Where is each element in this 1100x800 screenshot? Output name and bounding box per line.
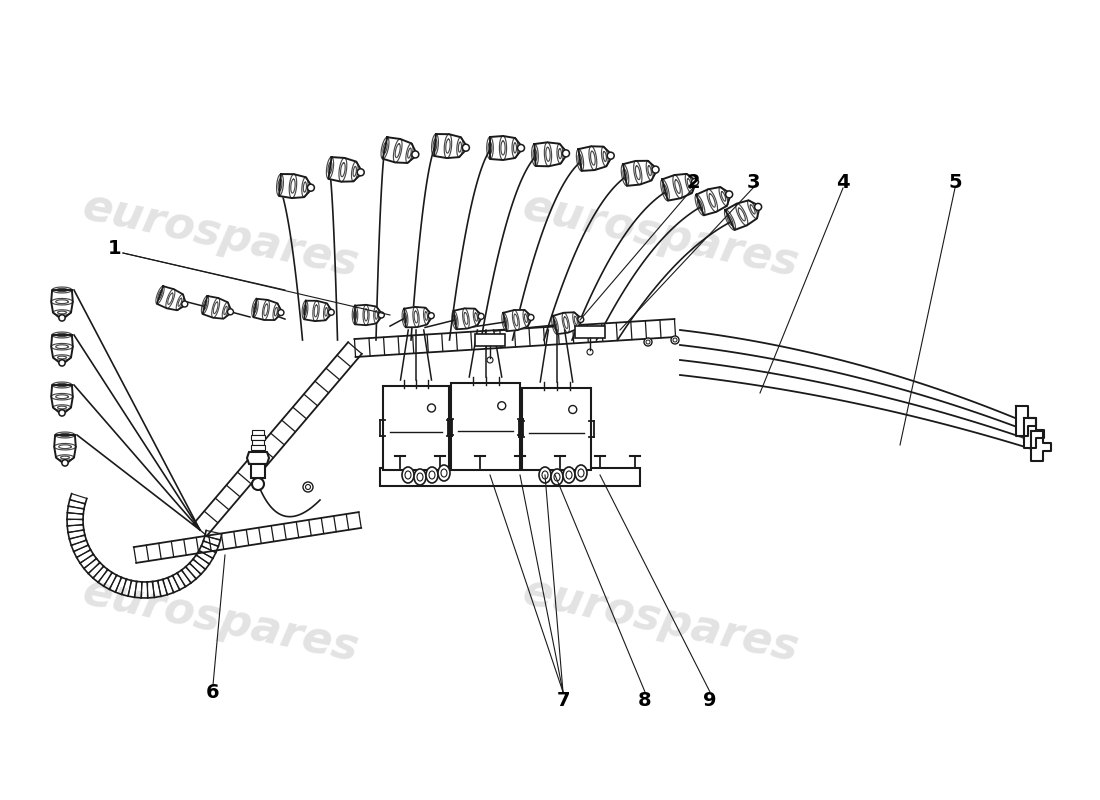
Circle shape	[228, 309, 233, 314]
Circle shape	[578, 317, 584, 322]
Text: 5: 5	[948, 174, 961, 193]
Circle shape	[517, 145, 525, 151]
Ellipse shape	[575, 465, 587, 481]
Polygon shape	[490, 136, 522, 160]
Polygon shape	[52, 385, 73, 414]
FancyBboxPatch shape	[379, 468, 640, 486]
Circle shape	[692, 178, 698, 186]
Text: 6: 6	[206, 683, 220, 702]
Circle shape	[278, 310, 284, 315]
Polygon shape	[725, 200, 760, 230]
Circle shape	[607, 152, 614, 159]
Polygon shape	[623, 161, 658, 186]
Circle shape	[59, 360, 65, 366]
Text: 1: 1	[108, 238, 122, 258]
Text: eurospares: eurospares	[78, 570, 362, 670]
Polygon shape	[1031, 431, 1050, 461]
Polygon shape	[202, 296, 232, 318]
Circle shape	[328, 310, 334, 315]
Polygon shape	[355, 305, 383, 325]
Polygon shape	[52, 335, 73, 365]
Circle shape	[671, 336, 679, 344]
Ellipse shape	[551, 469, 563, 485]
Circle shape	[462, 144, 470, 151]
Polygon shape	[504, 310, 532, 331]
Polygon shape	[253, 298, 283, 320]
Polygon shape	[329, 157, 363, 182]
Ellipse shape	[563, 467, 575, 483]
Circle shape	[726, 191, 733, 198]
Polygon shape	[453, 308, 483, 330]
Circle shape	[411, 151, 419, 158]
Circle shape	[652, 166, 659, 173]
Text: 2: 2	[686, 174, 700, 193]
Polygon shape	[279, 174, 312, 198]
Ellipse shape	[426, 467, 438, 483]
Polygon shape	[662, 174, 697, 201]
Text: 3: 3	[746, 174, 760, 193]
Circle shape	[644, 338, 652, 346]
Polygon shape	[1024, 418, 1044, 448]
Text: 9: 9	[703, 690, 717, 710]
Polygon shape	[434, 134, 468, 158]
FancyBboxPatch shape	[252, 440, 264, 445]
Polygon shape	[54, 435, 76, 465]
FancyBboxPatch shape	[251, 445, 265, 450]
Circle shape	[182, 301, 188, 307]
Text: eurospares: eurospares	[518, 570, 802, 670]
Polygon shape	[248, 452, 270, 464]
Circle shape	[478, 314, 484, 319]
Polygon shape	[535, 142, 568, 166]
Circle shape	[59, 410, 65, 416]
Circle shape	[252, 478, 264, 490]
Polygon shape	[579, 146, 613, 171]
Text: 7: 7	[557, 690, 570, 710]
Polygon shape	[157, 286, 186, 310]
Circle shape	[307, 184, 315, 191]
FancyBboxPatch shape	[251, 464, 265, 478]
FancyBboxPatch shape	[475, 334, 505, 346]
Polygon shape	[696, 187, 732, 215]
Circle shape	[62, 460, 68, 466]
Text: 8: 8	[638, 690, 652, 710]
Polygon shape	[52, 290, 73, 320]
Polygon shape	[404, 307, 433, 327]
Circle shape	[562, 150, 570, 157]
FancyBboxPatch shape	[383, 386, 449, 470]
Ellipse shape	[402, 467, 414, 483]
Circle shape	[358, 169, 364, 176]
Circle shape	[59, 314, 65, 321]
FancyBboxPatch shape	[575, 326, 605, 338]
Ellipse shape	[438, 465, 450, 481]
Circle shape	[378, 312, 384, 318]
Circle shape	[528, 314, 534, 320]
Polygon shape	[383, 138, 417, 163]
FancyBboxPatch shape	[522, 388, 591, 470]
Polygon shape	[305, 301, 333, 321]
Polygon shape	[553, 312, 582, 334]
Text: eurospares: eurospares	[518, 185, 802, 286]
Circle shape	[428, 313, 435, 318]
FancyBboxPatch shape	[252, 430, 264, 435]
FancyBboxPatch shape	[251, 435, 265, 440]
FancyBboxPatch shape	[451, 383, 520, 470]
Circle shape	[755, 203, 761, 210]
Circle shape	[302, 482, 313, 492]
Ellipse shape	[539, 467, 551, 483]
Text: eurospares: eurospares	[78, 185, 362, 286]
Ellipse shape	[414, 469, 426, 485]
Text: 4: 4	[836, 174, 850, 193]
Polygon shape	[1016, 406, 1036, 436]
